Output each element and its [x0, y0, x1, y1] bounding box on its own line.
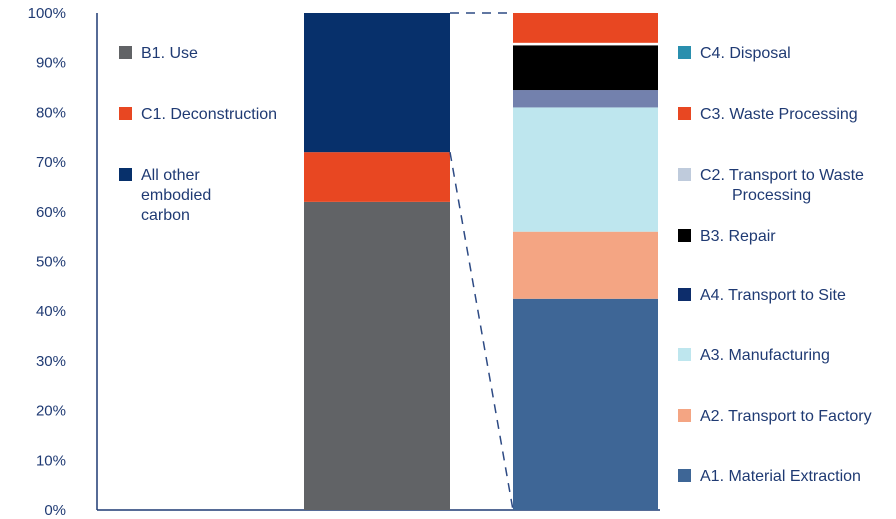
- legend-swatch: [678, 288, 691, 301]
- y-axis-ticks: 0% 10% 20% 30% 40% 50% 60% 70% 80% 90% 100%: [28, 5, 66, 519]
- connector-bottom: [449, 152, 514, 511]
- legend-label: embodied: [141, 187, 211, 204]
- legend-swatch: [678, 168, 691, 181]
- legend-swatch: [119, 107, 132, 120]
- y-tick-label: 50%: [36, 254, 66, 271]
- bar-segment: [304, 201, 450, 511]
- bar-segment: [304, 152, 450, 202]
- legend-label: carbon: [141, 207, 190, 224]
- legend-label: A1. Material Extraction: [700, 468, 861, 485]
- legend-label: C2. Transport to Waste: [700, 167, 864, 184]
- y-tick-label: 60%: [36, 204, 66, 221]
- legend-swatch: [678, 46, 691, 59]
- bar-segment: [513, 90, 658, 108]
- bar-segment: [304, 13, 450, 153]
- bar-segment: [513, 231, 658, 299]
- legend-swatch: [678, 348, 691, 361]
- legend-swatch: [119, 46, 132, 59]
- legend-swatch: [678, 229, 691, 242]
- bar-segment: [513, 13, 658, 43]
- legend-label: A4. Transport to Site: [700, 287, 846, 304]
- bar-segment: [513, 298, 658, 510]
- y-tick-label: 20%: [36, 403, 66, 420]
- legend-right: C4. Disposal C3. Waste Processing C2. Tran…: [678, 45, 872, 485]
- legend-label: C1. Deconstruction: [141, 106, 277, 123]
- legend-label: C3. Waste Processing: [700, 106, 858, 123]
- legend-swatch: [678, 469, 691, 482]
- legend-swatch: [119, 168, 132, 181]
- y-tick-label: 10%: [36, 452, 66, 469]
- legend-label: A2. Transport to Factory: [700, 408, 872, 425]
- connector-lines: [449, 12, 514, 511]
- legend-swatch: [678, 107, 691, 120]
- legend-label: A3. Manufacturing: [700, 347, 830, 364]
- legend-label: Processing: [732, 187, 811, 204]
- legend-swatch: [678, 409, 691, 422]
- y-tick-label: 40%: [36, 303, 66, 320]
- y-tick-label: 30%: [36, 353, 66, 370]
- y-tick-label: 100%: [28, 5, 66, 22]
- bar-segment: [513, 42, 658, 46]
- legend-label: All other: [141, 167, 200, 184]
- legend-left: B1. Use C1. Deconstruction All other embodi…: [119, 45, 277, 224]
- y-tick-label: 80%: [36, 104, 66, 121]
- legend-label: B1. Use: [141, 45, 198, 62]
- bar-segment: [513, 45, 658, 91]
- y-tick-label: 0%: [44, 502, 66, 519]
- legend-label: C4. Disposal: [700, 45, 791, 62]
- y-tick-label: 70%: [36, 154, 66, 171]
- legend-label: B3. Repair: [700, 228, 776, 245]
- bar-segment: [513, 107, 658, 232]
- stacked-bars: [304, 13, 658, 511]
- y-tick-label: 90%: [36, 55, 66, 72]
